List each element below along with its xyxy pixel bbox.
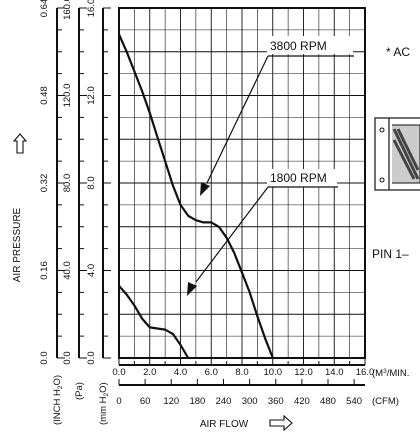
- y-tick-label-mmh2o: 4.0: [86, 264, 97, 277]
- ac-note: * AC: [386, 45, 410, 59]
- series-label-3800: 3800 RPM: [270, 39, 327, 53]
- callout-leader-1800: [195, 186, 269, 283]
- callout-leader-3800: [206, 55, 269, 184]
- y-axis-title: AIR PRESSURE: [12, 207, 23, 282]
- x-tick-label-cfm: 420: [294, 396, 310, 407]
- y-tick-label-pa: 40.0: [62, 261, 73, 280]
- y-unit-pa: (Pa): [74, 382, 85, 400]
- x-tick-label-m3min: 16.0: [356, 367, 375, 378]
- series-label-box-1800: [267, 169, 337, 187]
- curve-3800-rpm: [117, 33, 274, 359]
- x-tick-label-cfm: 300: [242, 396, 258, 407]
- series-label-1800: 1800 RPM: [270, 171, 327, 185]
- y-tick-label-mmh2o: 12.0: [86, 86, 97, 105]
- up-arrow-icon: [12, 133, 28, 154]
- y-tick-label-pa: 120.0: [62, 84, 73, 108]
- x-tick-label-m3min: 0.0: [112, 367, 125, 378]
- y-unit-mmh2o: (mm H2O): [98, 382, 110, 425]
- x-tick-label-cfm: 0: [116, 396, 121, 407]
- x-tick-label-m3min: 14.0: [325, 367, 344, 378]
- y-tick-label-mmh2o: 0.0: [86, 351, 97, 364]
- x-tick-label-cfm: 480: [320, 396, 336, 407]
- x-tick-label-m3min: 6.0: [205, 367, 218, 378]
- x-tick-marks: [118, 359, 366, 385]
- x-tick-label-cfm: 240: [216, 396, 232, 407]
- x-tick-label-cfm: 120: [163, 396, 179, 407]
- x-axis-title: AIR FLOW: [200, 419, 249, 430]
- x-tick-label-cfm: 540: [346, 396, 362, 407]
- y-tick-marks: [57, 7, 111, 359]
- y-unit-inch: (INCH H2O): [52, 375, 64, 425]
- callout-1800: [187, 169, 338, 296]
- x-tick-label-m3min: 2.0: [143, 367, 156, 378]
- x-tick-labels-m3min: 0.0 2.0 4.0 6.0 8.0 10.0 12.0 14.0 16.0: [112, 367, 374, 378]
- x-tick-label-cfm: 360: [268, 396, 284, 407]
- arrowhead-3800: [200, 182, 210, 196]
- right-arrow-icon: [269, 414, 293, 432]
- y-tick-label-inch: 0.32: [39, 174, 50, 193]
- y-tick-labels-pa: 0.0 40.0 80.0 120.0 160.0: [62, 0, 73, 365]
- y-tick-labels-inch: 0.0 0.16 0.32 0.48 0.64: [39, 0, 50, 365]
- x-tick-label-m3min: 10.0: [264, 367, 283, 378]
- y-tick-label-pa: 0.0: [62, 351, 73, 364]
- y-tick-label-pa: 80.0: [62, 174, 73, 193]
- y-tick-label-mmh2o: 16.0: [86, 0, 97, 17]
- y-tick-label-inch: 0.48: [39, 86, 50, 105]
- arrowhead-1800: [187, 282, 197, 296]
- y-tick-label-pa: 160.0: [62, 0, 73, 20]
- pin-label: PIN 1–: [372, 247, 409, 261]
- x-tick-labels-cfm: 0 60 120 180 240 300 360 420 480 540: [116, 396, 362, 407]
- x-unit-m3min: (M3/MIN.: [372, 368, 409, 379]
- curve-1800-rpm: [118, 285, 190, 359]
- y-tick-label-inch: 0.16: [39, 261, 50, 280]
- x-tick-label-m3min: 12.0: [294, 367, 313, 378]
- y-tick-label-inch: 0.64: [39, 0, 50, 17]
- y-tick-label-inch: 0.0: [39, 351, 50, 364]
- x-tick-label-m3min: 4.0: [174, 367, 187, 378]
- y-tick-labels-mmh2o: 0.0 4.0 8.0 12.0 16.0: [86, 0, 97, 365]
- series-label-box-3800: [267, 36, 353, 54]
- callout-3800: [200, 36, 354, 196]
- curves: [117, 33, 274, 359]
- fan-side-view-icon: [374, 117, 420, 191]
- y-tick-label-mmh2o: 8.0: [86, 176, 97, 189]
- x-tick-label-cfm: 180: [189, 396, 205, 407]
- x-tick-label-m3min: 8.0: [235, 367, 248, 378]
- x-tick-label-cfm: 60: [140, 396, 151, 407]
- x-unit-cfm: (CFM): [372, 396, 399, 407]
